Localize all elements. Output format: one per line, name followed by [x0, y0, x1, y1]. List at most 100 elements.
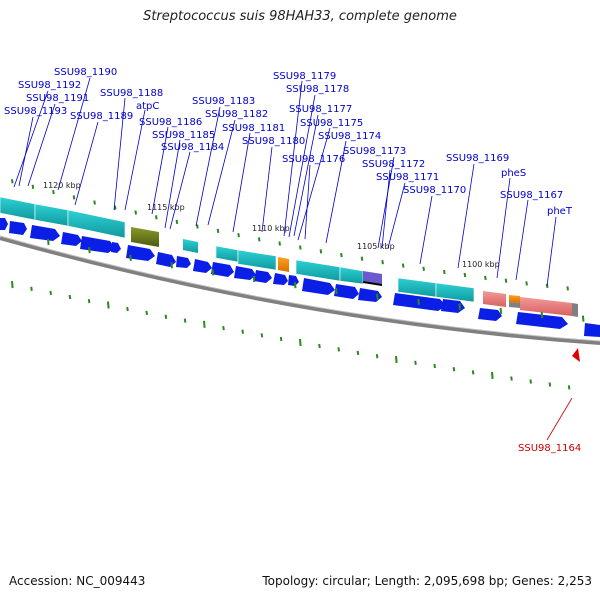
tick-mark: [401, 263, 405, 268]
tick-mark: [567, 385, 571, 390]
rrna-block: [67, 209, 126, 239]
tick-mark: [196, 224, 199, 229]
leader-line: [261, 146, 273, 233]
cds-arrow: [176, 256, 191, 268]
leader-line: [169, 151, 191, 230]
gene-label: SSU98_1183: [192, 96, 255, 107]
gene-label: SSU98_1181: [222, 123, 285, 134]
orange-block: [509, 295, 520, 303]
tick-mark: [164, 314, 168, 319]
cds-arrow: [234, 266, 256, 280]
rrna-block: [0, 196, 36, 221]
gene-label: SSU98_1167: [500, 190, 563, 201]
gene-label: SSU98_1191: [26, 93, 89, 104]
gene-label: SSU98_1173: [343, 146, 406, 157]
leader-line: [195, 106, 221, 227]
feature-outline: [362, 281, 383, 286]
tick-mark: [381, 260, 384, 265]
leader-line: [496, 177, 511, 279]
tick-mark: [183, 318, 187, 323]
tick-mark: [499, 307, 503, 314]
cds-arrow: [254, 270, 272, 283]
topology-text: Topology: circular; Length: 2,095,698 bp…: [262, 574, 592, 588]
salmon-block: [483, 291, 506, 307]
tick-mark: [540, 311, 544, 319]
tick-mark: [134, 210, 137, 215]
tick-mark: [87, 298, 91, 304]
tick-mark: [414, 360, 417, 365]
rrna-block: [183, 239, 198, 253]
leader-line: [13, 90, 49, 188]
leader-line: [124, 109, 146, 211]
tick-mark: [458, 303, 461, 310]
tick-mark: [433, 363, 436, 369]
cds-arrow: [126, 245, 155, 261]
tick-track: [11, 179, 585, 390]
tick-mark: [360, 256, 364, 261]
gene-label: pheT: [547, 206, 573, 217]
tick-mark: [529, 379, 532, 384]
tick-mark: [11, 179, 14, 184]
leader-line: [387, 182, 406, 249]
gene-label: SSU98_1174: [318, 131, 381, 142]
tick-mark: [260, 333, 264, 338]
gene-label: SSU98_1190: [54, 67, 117, 78]
tick-mark: [68, 294, 72, 300]
leader-line: [27, 103, 56, 187]
gene-label: atpC: [136, 101, 159, 112]
gene-label: SSU98_1179: [273, 71, 336, 82]
tick-mark: [145, 310, 148, 316]
tick-mark: [340, 252, 343, 258]
leader-line: [74, 121, 99, 206]
tick-mark: [319, 249, 323, 254]
tick-mark: [237, 233, 240, 238]
tick-mark: [375, 354, 379, 359]
gene-label: SSU98_1185: [152, 130, 215, 141]
gene-label: pheS: [501, 168, 526, 179]
tick-mark: [504, 278, 508, 283]
cds-arrow: [80, 236, 115, 253]
rrna-block: [435, 282, 475, 303]
tick-mark: [422, 266, 425, 271]
tick-mark: [175, 219, 179, 225]
leader-line: [113, 97, 126, 211]
rrna-block: [339, 266, 364, 285]
tick-mark: [129, 254, 132, 261]
tick-mark: [510, 376, 513, 381]
genome-backbone-highlight: [0, 235, 600, 342]
gene-label: SSU98_1189: [70, 111, 133, 122]
leader-line: [151, 126, 169, 215]
leader-line: [57, 77, 91, 191]
gene-label: SSU98_1170: [403, 185, 466, 196]
cds-arrow: [9, 221, 27, 235]
leader-line: [381, 169, 391, 249]
tick-mark: [107, 301, 110, 309]
genome-backbone: [0, 236, 600, 345]
tick-mark: [170, 262, 173, 269]
tick-mark: [211, 269, 215, 276]
gray-block: [509, 302, 520, 308]
rrna-block: [237, 249, 277, 271]
gene-label: SSU98_1176: [282, 154, 345, 165]
leader-line: [546, 216, 557, 287]
leader-line: [304, 164, 311, 240]
olive-block: [131, 227, 159, 247]
tick-mark: [216, 228, 220, 234]
gene-label: SSU98_1188: [100, 88, 163, 99]
accession-text: Accession: NC_009443: [9, 574, 146, 588]
gene-label: SSU98_1175: [300, 118, 363, 129]
tick-mark: [47, 238, 50, 246]
gene-label: SSU98_1172: [362, 159, 425, 170]
salmon-block: [520, 297, 572, 316]
rrna-block: [215, 245, 239, 263]
tick-mark: [484, 275, 487, 281]
tick-mark: [72, 195, 76, 200]
tick-mark: [299, 338, 302, 347]
cds-track: [0, 218, 600, 337]
cds-arrow: [0, 218, 8, 230]
tick-mark: [525, 281, 528, 286]
tick-mark: [252, 275, 256, 283]
gray-block: [572, 303, 578, 317]
tick-mark: [279, 336, 283, 342]
tick-mark: [471, 370, 475, 375]
